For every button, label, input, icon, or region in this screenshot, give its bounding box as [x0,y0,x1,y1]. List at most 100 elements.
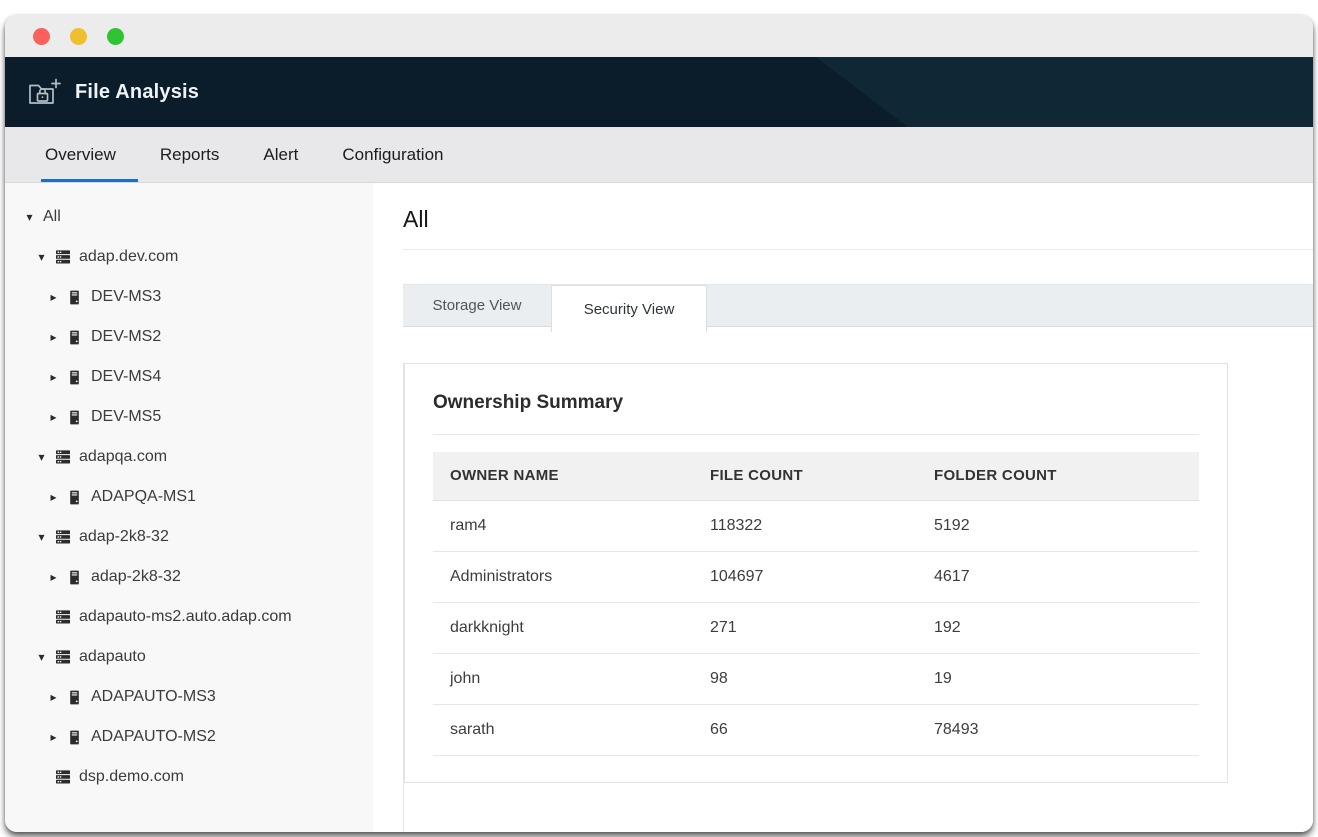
domain-icon [55,449,71,465]
nav-tab-label: Alert [263,144,299,164]
table-cell: 4617 [917,551,1199,603]
tree-item-dev-ms5[interactable]: ▸ DEV-MS5 [5,397,373,437]
table-row: john 98 19 [433,653,1199,705]
tree-item-label: adapqa.com [79,448,168,465]
nav-tab-label: Configuration [342,144,444,164]
app-header: File Analysis [5,57,1313,127]
caret-right-icon[interactable]: ▸ [50,330,57,344]
tree-item-adapauto-ms2[interactable]: ▸ ADAPAUTO-MS2 [5,717,373,757]
table-cell: 5192 [917,500,1199,552]
tree-item-label: DEV-MS2 [91,328,162,345]
domain-icon [55,649,71,665]
column-header: FOLDER COUNT [917,452,1199,501]
view-tab-storage-view[interactable]: Storage View [403,285,551,326]
table-cell: 118322 [693,500,917,552]
caret-down-icon[interactable]: ▾ [38,250,45,264]
caret-down-icon[interactable]: ▾ [38,530,45,544]
caret-down-icon[interactable]: ▾ [38,450,45,464]
tree-item-label: ADAPAUTO-MS2 [91,728,216,745]
card-title: Ownership Summary [433,392,624,413]
server-icon [67,730,83,745]
tree-item-dev-ms3[interactable]: ▸ DEV-MS3 [5,277,373,317]
server-icon [67,330,83,345]
table-row: Administrators 104697 4617 [433,551,1199,603]
tree-item-label: adap.dev.com [79,248,179,265]
tree-item-label: ADAPQA-MS1 [91,488,196,505]
domain-icon [55,609,71,625]
ownership-summary-card: Ownership Summary OWNER NAME FILE COUNT FO… [404,363,1228,783]
traffic-lights [33,27,124,45]
nav-tab-configuration[interactable]: Configuration [342,127,443,182]
table-cell: john [433,653,693,705]
ownership-table: OWNER NAME FILE COUNT FOLDER COUNT ram4 118… [433,452,1199,756]
tree-item-adap-2k8-32[interactable]: ▸ adap-2k8-32 [5,557,373,597]
nav-tab-overview[interactable]: Overview [41,127,138,182]
tree-item-all[interactable]: ▾ All [5,197,373,237]
table-cell: 98 [693,653,917,705]
server-icon [67,690,83,705]
domain-icon [55,769,71,785]
view-tab-security-view[interactable]: Security View [551,285,707,332]
column-header: OWNER NAME [433,452,693,501]
titlebar [5,15,1313,57]
view-tab-panel: Ownership Summary OWNER NAME FILE COUNT FO… [403,363,1313,832]
minimize-button[interactable] [70,27,87,45]
app-window: File Analysis Overview Reports Alert Con… [5,15,1313,832]
tree-item-adapauto-ms2.auto.adap.com[interactable]: adapauto-ms2.auto.adap.com [5,597,373,637]
tree-item-adap-2k8-32[interactable]: ▾ adap-2k8-32 [5,517,373,557]
tree-item-dsp.demo.com[interactable]: dsp.demo.com [5,757,373,797]
view-tabs: Storage View Security View [403,284,1313,332]
table-cell: ram4 [433,500,693,552]
tree-item-dev-ms4[interactable]: ▸ DEV-MS4 [5,357,373,397]
server-icon [67,490,83,505]
table-header: OWNER NAME FILE COUNT FOLDER COUNT [433,452,1199,501]
domain-icon [55,529,71,545]
view-tab-label: Security View [583,300,675,318]
app-title: File Analysis [75,80,200,103]
caret-right-icon[interactable]: ▸ [50,730,57,744]
tree-item-label: dsp.demo.com [79,768,184,785]
tree-item-adapqa-ms1[interactable]: ▸ ADAPQA-MS1 [5,477,373,517]
tree-item-label: ADAPAUTO-MS3 [91,688,216,705]
caret-right-icon[interactable]: ▸ [50,410,57,424]
table-cell: 271 [693,602,917,654]
view-tab-label: Storage View [432,297,522,314]
content-area: ▾ All ▾ adap.dev.com ▸ [5,183,1313,832]
nav-tab-alert[interactable]: Alert [263,127,298,182]
caret-right-icon[interactable]: ▸ [50,490,57,504]
tree-item-label: adapauto-ms2.auto.adap.com [79,608,292,625]
table-cell: 78493 [917,704,1199,756]
caret-right-icon[interactable]: ▸ [50,290,57,304]
tree-item-label: adapauto [79,648,146,665]
caret-right-icon[interactable]: ▸ [50,570,57,584]
page-title: All [403,206,429,232]
tree-item-adapauto[interactable]: ▾ adapauto [5,637,373,677]
tree-item-label: adap-2k8-32 [79,528,169,545]
table-cell: sarath [433,704,693,756]
tree-item-dev-ms2[interactable]: ▸ DEV-MS2 [5,317,373,357]
nav-tab-reports[interactable]: Reports [160,127,220,182]
server-icon [67,410,83,425]
table-row: ram4 118322 5192 [433,500,1199,552]
caret-right-icon[interactable]: ▸ [50,370,57,384]
nav-tab-label: Overview [45,144,116,164]
tree-item-label: DEV-MS5 [91,408,162,425]
table-cell: 19 [917,653,1199,705]
tree-item-adap.dev.com[interactable]: ▾ adap.dev.com [5,237,373,277]
close-button[interactable] [33,27,50,45]
caret-down-icon[interactable]: ▾ [38,650,45,664]
caret-right-icon[interactable]: ▸ [50,690,57,704]
caret-down-icon[interactable]: ▾ [26,210,33,224]
table-cell: 66 [693,704,917,756]
zoom-button[interactable] [107,27,124,45]
table-cell: darkknight [433,602,693,654]
nav-tab-label: Reports [159,144,220,164]
tree-item-adapauto-ms3[interactable]: ▸ ADAPAUTO-MS3 [5,677,373,717]
tree-item-label: adap-2k8-32 [91,568,181,585]
title-divider [403,249,1313,250]
main-panel: All Storage View Security View Ownership… [373,183,1313,832]
tree-item-adapqa.com[interactable]: ▾ adapqa.com [5,437,373,477]
table-cell: 104697 [693,551,917,603]
main-nav: Overview Reports Alert Configuration [5,127,1313,183]
server-icon [67,370,83,385]
